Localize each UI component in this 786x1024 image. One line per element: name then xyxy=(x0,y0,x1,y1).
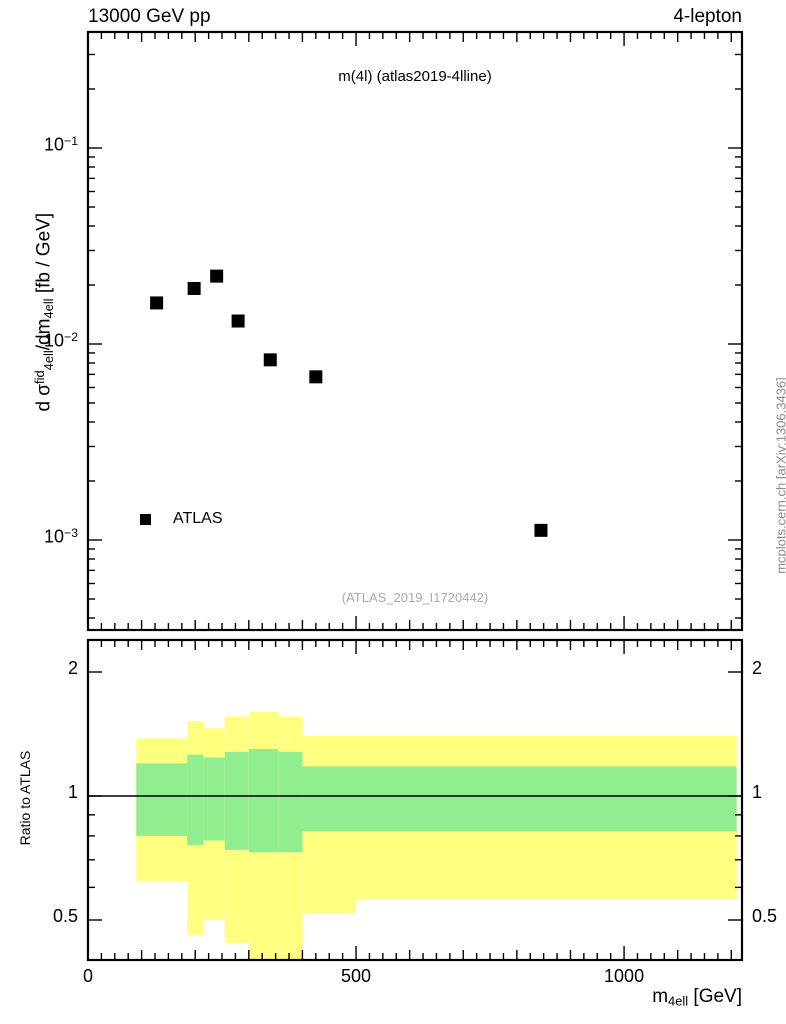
legend-marker-square-icon xyxy=(140,513,151,525)
ratio-band-inner xyxy=(224,751,249,850)
header-channel: 4-lepton xyxy=(673,6,742,27)
data-point-marker xyxy=(534,523,548,537)
x-tick-label: 500 xyxy=(341,966,372,986)
attribution-side-text: mcplots.cern.ch [arXiv:1306.3436] xyxy=(773,377,786,574)
ratio-band-outer xyxy=(203,728,225,920)
ratio-band-inner xyxy=(187,754,204,846)
header-beam-info: 13000 GeV pp xyxy=(88,6,211,27)
y-tick-label-main: 10−3 xyxy=(44,526,78,547)
y-tick-label-ratio-right: 2 xyxy=(752,658,763,678)
ratio-band-inner xyxy=(278,751,303,853)
data-point-marker xyxy=(187,281,201,295)
data-point-marker xyxy=(150,296,164,310)
y-tick-label-ratio-right: 1 xyxy=(752,782,763,802)
ratio-band-outer xyxy=(356,735,737,900)
x-tick-label: 1000 xyxy=(604,966,645,986)
ratio-band-outer xyxy=(302,735,357,913)
ratio-panel xyxy=(86,638,744,962)
data-point-marker xyxy=(309,370,323,384)
data-point-marker xyxy=(263,353,277,367)
ratio-band-inner xyxy=(302,766,357,832)
ratio-band-outer xyxy=(248,711,279,960)
x-tick-label: 0 xyxy=(82,966,93,986)
ratio-band-inner xyxy=(136,763,188,836)
main-panel-frame xyxy=(86,30,744,632)
data-point-marker xyxy=(210,269,224,283)
legend-label-atlas: ATLAS xyxy=(173,510,223,527)
y-tick-label-ratio-left: 2 xyxy=(67,658,78,678)
y-tick-label-ratio-left: 1 xyxy=(67,782,78,802)
y-tick-label-main: 10−2 xyxy=(44,330,78,351)
ratio-panel-frame xyxy=(86,638,744,962)
y-tick-label-ratio-right: 0.5 xyxy=(752,906,778,926)
ratio-band-inner xyxy=(356,766,737,832)
ratio-band-inner xyxy=(203,757,225,841)
main-panel xyxy=(86,30,744,632)
x-axis-label: m4ell [GeV] xyxy=(652,986,742,1009)
plot-title: m(4l) (atlas2019-4lline) xyxy=(338,68,492,85)
legend: ATLAS xyxy=(140,510,223,528)
analysis-id-watermark: (ATLAS_2019_I1720442) xyxy=(341,590,489,605)
data-point-marker xyxy=(231,314,245,328)
y-tick-label-main: 10−1 xyxy=(44,134,78,155)
ratio-band-outer xyxy=(224,716,249,943)
y-tick-label-ratio-left: 0.5 xyxy=(52,906,78,926)
ratio-band-outer xyxy=(187,721,204,935)
ratio-band-outer xyxy=(278,716,303,960)
ratio-band-outer xyxy=(136,738,188,882)
ratio-band-inner xyxy=(248,749,279,853)
